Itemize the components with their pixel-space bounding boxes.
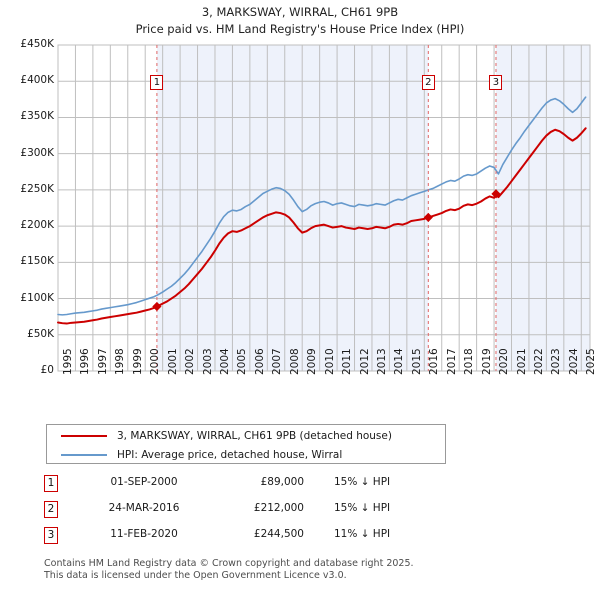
x-axis-tick-label: 2010 <box>323 348 336 375</box>
y-axis-tick-label: £350K <box>20 110 54 123</box>
transaction-date: 01-SEP-2000 <box>110 476 178 488</box>
y-axis-tick-label: £400K <box>20 74 54 87</box>
x-axis-tick-label: 2013 <box>375 348 388 375</box>
footer-line-2: This data is licensed under the Open Gov… <box>44 570 347 581</box>
y-axis-tick-label: £150K <box>20 255 54 268</box>
x-axis-tick-label: 2001 <box>166 348 179 375</box>
chart-title: 3, MARKSWAY, WIRRAL, CH61 9PB <box>201 5 399 19</box>
table-row[interactable]: 2 24-MAR-2016 £212,000 15% ↓ HPI <box>44 498 464 524</box>
x-axis-tick-label: 2011 <box>341 348 354 375</box>
transaction-price: £244,500 <box>253 528 304 540</box>
chart-svg <box>57 44 591 372</box>
x-axis-tick-label: 1997 <box>96 348 109 375</box>
transactions-table: 1 01-SEP-2000 £89,000 15% ↓ HPI 2 24-MAR-2016… <box>44 472 464 550</box>
transaction-date: 11-FEB-2020 <box>110 528 178 540</box>
sale-point-2 <box>423 212 433 223</box>
x-axis-tick-label: 2014 <box>393 348 406 375</box>
transaction-hpi-delta: 15% ↓ HPI <box>334 502 391 514</box>
x-axis-tick-label: 2016 <box>428 348 441 375</box>
x-axis-tick-label: 2017 <box>445 348 458 375</box>
legend-label: HPI: Average price, detached house, Wirr… <box>117 449 343 461</box>
x-axis-tick-label: 2022 <box>532 348 545 375</box>
x-axis-tick-label: 1999 <box>131 348 144 375</box>
x-axis-tick-label: 2003 <box>201 348 214 375</box>
sale-point-3 <box>491 189 501 199</box>
x-axis-tick-label: 2009 <box>306 348 319 375</box>
legend-label: 3, MARKSWAY, WIRRAL, CH61 9PB (detached … <box>117 430 392 442</box>
y-axis-tick-label: £100K <box>20 291 54 304</box>
x-axis-tick-label: 2002 <box>184 348 197 375</box>
x-axis-tick-label: 2007 <box>271 348 284 375</box>
ownership-span-2 <box>495 45 590 371</box>
legend-item: HPI: Average price, detached house, Wirr… <box>47 445 342 465</box>
sale-marker-badge-1[interactable]: 1 <box>150 75 164 90</box>
footer-attribution: Contains HM Land Registry data © Crown c… <box>44 558 564 582</box>
footer-line-1: Contains HM Land Registry data © Crown c… <box>44 558 414 569</box>
sale-marker-badge-3[interactable]: 3 <box>489 75 503 90</box>
transaction-hpi-delta: 15% ↓ HPI <box>334 476 391 488</box>
x-axis-tick-label: 2021 <box>515 348 528 375</box>
legend-item: 3, MARKSWAY, WIRRAL, CH61 9PB (detached … <box>47 426 392 446</box>
transaction-date: 24-MAR-2016 <box>108 502 180 514</box>
y-axis-tick-label: £300K <box>20 146 54 159</box>
plot-border <box>57 44 591 372</box>
transaction-index-badge: 3 <box>44 527 58 544</box>
x-axis-tick-label: 2018 <box>463 348 476 375</box>
legend-color-swatch <box>61 454 107 456</box>
x-axis-tick-label: 1996 <box>79 348 92 375</box>
x-axis-tick-label: 2024 <box>567 348 580 375</box>
transaction-price: £212,000 <box>253 502 304 514</box>
x-axis-tick-label: 1995 <box>62 348 74 375</box>
sale-marker-badge-2[interactable]: 2 <box>421 75 435 90</box>
x-axis-tick-label: 2000 <box>149 348 162 375</box>
x-axis-tick-label: 1998 <box>114 348 127 375</box>
table-row[interactable]: 1 01-SEP-2000 £89,000 15% ↓ HPI <box>44 472 464 498</box>
x-axis-tick-label: 2004 <box>218 348 231 375</box>
chart-subtitle: Price paid vs. HM Land Registry's House … <box>135 22 465 36</box>
x-axis-tick-label: 2006 <box>253 348 266 375</box>
legend-color-swatch <box>61 435 107 437</box>
transaction-price: £89,000 <box>260 476 304 488</box>
chart-plot-area: £0 £50K £100K £150K £200K £250K £300K £350K £400… <box>20 38 598 376</box>
y-axis-tick-label: £450K <box>20 38 54 50</box>
transaction-index-badge: 1 <box>44 475 58 492</box>
sale-point-1 <box>152 301 162 312</box>
y-axis-tick-label: £200K <box>20 219 54 232</box>
y-axis-tick-label: £50K <box>27 327 54 340</box>
y-axis-tick-label: £250K <box>20 182 54 195</box>
transaction-hpi-delta: 11% ↓ HPI <box>334 528 391 540</box>
y-axis-tick-label: £0 <box>40 364 54 376</box>
x-axis-tick-label: 2025 <box>585 348 598 375</box>
x-axis-tick-label: 2012 <box>358 348 371 375</box>
x-axis-tick-label: 2008 <box>288 348 301 375</box>
x-axis-tick-label: 2015 <box>410 348 423 375</box>
series-line-hpi <box>57 96 587 316</box>
table-row[interactable]: 3 11-FEB-2020 £244,500 11% ↓ HPI <box>44 524 464 550</box>
ownership-span-1 <box>156 45 429 371</box>
chart-legend: 3, MARKSWAY, WIRRAL, CH61 9PB (detached … <box>46 424 446 464</box>
x-axis-tick-label: 2005 <box>236 348 249 375</box>
x-axis-tick-label: 2023 <box>550 348 563 375</box>
transaction-index-badge: 2 <box>44 501 58 518</box>
x-axis-tick-label: 2020 <box>498 348 511 375</box>
x-axis-tick-label: 2019 <box>480 348 493 375</box>
page-title: 3, MARKSWAY, WIRRAL, CH61 9PB Price paid… <box>0 4 600 38</box>
